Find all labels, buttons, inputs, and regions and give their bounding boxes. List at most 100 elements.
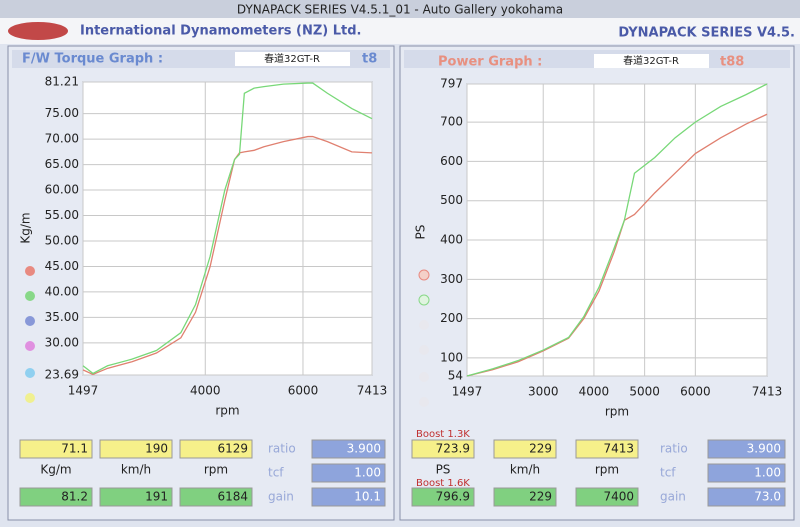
name-box — [235, 52, 350, 66]
param-value: 3.900 — [347, 442, 381, 456]
x-tick-label: 3000 — [528, 385, 559, 399]
unit-label: Kg/m — [40, 463, 71, 477]
header-bar — [0, 18, 800, 44]
legend-dot — [419, 397, 429, 407]
x-tick-label: 4000 — [190, 384, 221, 398]
current-value: 190 — [145, 442, 168, 456]
vehicle-name: 春道32GT-R — [264, 52, 320, 65]
param-value: 3.900 — [747, 442, 781, 456]
max-value: 7400 — [603, 490, 634, 504]
legend-dot — [418, 269, 430, 281]
y-tick-label: 500 — [440, 193, 463, 207]
plot-area — [82, 81, 373, 376]
max-value: 796.9 — [436, 490, 470, 504]
current-value: 6129 — [217, 442, 248, 456]
param-box — [311, 439, 386, 459]
y-axis-label: Kg/m — [19, 212, 33, 243]
param-value: 10.1 — [354, 490, 381, 504]
run-id: t88 — [720, 55, 744, 70]
y-tick-label: 797 — [440, 77, 463, 91]
current-value-box — [493, 439, 557, 459]
title-bar — [0, 0, 800, 18]
param-box — [707, 463, 786, 483]
y-tick-label: 30.00 — [45, 335, 79, 349]
y-tick-label: 100 — [440, 350, 463, 364]
legend-dot — [419, 320, 429, 330]
max-value: 191 — [145, 490, 168, 504]
legend-dot — [25, 341, 35, 351]
legend-dot — [25, 368, 35, 378]
boost-label: Boost 1.6K — [416, 478, 470, 489]
param-name: tcf — [660, 466, 676, 480]
param-name: ratio — [660, 442, 688, 456]
product-name: DYNAPACK SERIES V4.5. — [618, 26, 795, 41]
y-tick-label: 50.00 — [45, 233, 79, 247]
max-value-box — [99, 487, 173, 507]
window-title: DYNAPACK SERIES V4.5.1_01 - Auto Gallery… — [237, 3, 563, 17]
param-name: tcf — [268, 466, 284, 480]
vehicle-name: 春道32GT-R — [623, 54, 679, 67]
unit-label: km/h — [121, 463, 151, 477]
unit-label: rpm — [595, 463, 619, 477]
x-tick-label: 5000 — [629, 385, 660, 399]
y-tick-label: 60.00 — [45, 183, 79, 197]
legend-dot — [25, 316, 35, 326]
x-axis-label: rpm — [215, 404, 239, 418]
y-axis-label: PS — [414, 225, 428, 240]
y-tick-label: 70.00 — [45, 132, 79, 146]
unit-label: km/h — [510, 463, 540, 477]
y-tick-label: 65.00 — [45, 157, 79, 171]
legend-dot — [418, 294, 430, 306]
y-tick-label: 400 — [440, 233, 463, 247]
x-axis-label: rpm — [605, 405, 629, 419]
current-value-box — [19, 439, 93, 459]
param-box — [311, 487, 386, 507]
max-value-box — [493, 487, 557, 507]
max-value-box — [575, 487, 639, 507]
panel-title: F/W Torque Graph : — [22, 52, 163, 67]
y-tick-label: 700 — [440, 115, 463, 129]
legend-dot — [419, 372, 429, 382]
legend-dot — [419, 345, 429, 355]
x-tick-label: 7413 — [752, 385, 783, 399]
param-box — [311, 463, 386, 483]
param-box — [707, 439, 786, 459]
current-value-box — [179, 439, 253, 459]
legend-dots — [25, 266, 430, 407]
legend-dot — [25, 393, 35, 403]
current-value-box — [575, 439, 639, 459]
name-box — [594, 54, 709, 68]
x-tick-label: 7413 — [357, 384, 388, 398]
current-value-box — [99, 439, 173, 459]
y-tick-label: 81.21 — [45, 75, 79, 89]
x-tick-label: 1497 — [452, 385, 483, 399]
param-box — [707, 487, 786, 507]
x-tick-label: 6000 — [680, 385, 711, 399]
current-value: 229 — [529, 442, 552, 456]
current-value-box — [411, 439, 475, 459]
x-tick-label: 4000 — [579, 385, 610, 399]
y-tick-label: 23.69 — [45, 368, 79, 382]
panel-title: Power Graph : — [438, 55, 542, 70]
y-tick-label: 40.00 — [45, 284, 79, 298]
x-tick-label: 1497 — [68, 384, 99, 398]
param-name: ratio — [268, 442, 296, 456]
y-tick-label: 300 — [440, 272, 463, 286]
legend-dot — [25, 266, 35, 276]
max-value: 229 — [529, 490, 552, 504]
y-tick-label: 35.00 — [45, 310, 79, 324]
x-tick-label: 6000 — [288, 384, 319, 398]
param-name: gain — [660, 490, 686, 504]
param-value: 1.00 — [354, 466, 381, 480]
data-line — [82, 82, 373, 375]
max-value-box — [179, 487, 253, 507]
param-value: 1.00 — [754, 466, 781, 480]
y-tick-label: 54 — [448, 369, 463, 383]
max-value: 6184 — [217, 490, 248, 504]
current-value: 71.1 — [61, 442, 88, 456]
plot-area — [466, 83, 768, 377]
legend-dot — [25, 291, 35, 301]
current-value: 7413 — [603, 442, 634, 456]
max-value-box — [19, 487, 93, 507]
